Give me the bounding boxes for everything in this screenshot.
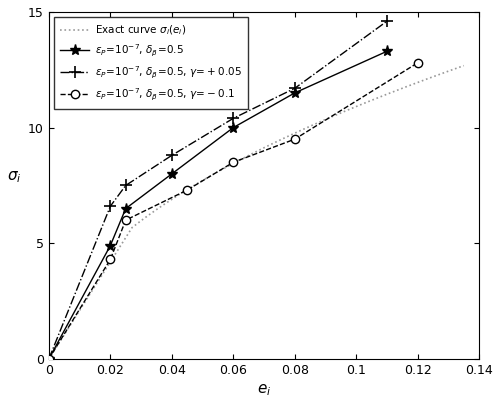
$\varepsilon_P\!=\!10^{-7}$, $\delta_\beta\!=\! 0.5$, $\gamma\!=\!-0.1$ — [122, 218, 128, 223]
$\varepsilon_P\!=\!10^{-7}$, $\delta_\beta\!=\! 0.5$, $\gamma\!=\!+0.05$ — [230, 116, 236, 121]
Legend: Exact curve $\sigma_i(e_i)$, $\varepsilon_P\!=\!10^{-7}$, $\delta_\beta\!=\! 0.5: Exact curve $\sigma_i(e_i)$, $\varepsilo… — [54, 17, 248, 109]
$\varepsilon_P\!=\!10^{-7}$, $\delta_\beta\!=\! 0.5$, $\gamma\!=\!-0.1$ — [184, 188, 190, 192]
$\varepsilon_P\!=\!10^{-7}$, $\delta_\beta\!=\! 0.5$, $\gamma\!=\!-0.1$ — [230, 160, 236, 165]
Exact curve $\sigma_i(e_i)$ — [346, 107, 352, 112]
Line: $\varepsilon_P\!=\!10^{-7}$, $\delta_\beta\!=\! 0.5$, $\gamma\!=\!-0.1$: $\varepsilon_P\!=\!10^{-7}$, $\delta_\be… — [44, 59, 422, 363]
$\varepsilon_P\!=\!10^{-7}$, $\delta_\beta\!=\! 0.5$, $\gamma\!=\!+0.05$ — [108, 204, 114, 209]
$\varepsilon_P\!=\!10^{-7}$, $\delta_\beta\!=\! 0.5$, $\gamma\!=\!+0.05$ — [384, 19, 390, 23]
$\varepsilon_P\!=\!10^{-7}$, $\delta_\beta\!=\! 0.5$ — [384, 49, 390, 54]
Exact curve $\sigma_i(e_i)$ — [96, 277, 102, 282]
$\varepsilon_P\!=\!10^{-7}$, $\delta_\beta\!=\! 0.5$ — [46, 356, 52, 361]
$\varepsilon_P\!=\!10^{-7}$, $\delta_\beta\!=\! 0.5$, $\gamma\!=\!+0.05$ — [292, 86, 298, 91]
X-axis label: $e_i$: $e_i$ — [257, 382, 271, 398]
$\varepsilon_P\!=\!10^{-7}$, $\delta_\beta\!=\! 0.5$, $\gamma\!=\!+0.05$ — [46, 356, 52, 361]
Exact curve $\sigma_i(e_i)$ — [46, 356, 52, 361]
$\varepsilon_P\!=\!10^{-7}$, $\delta_\beta\!=\! 0.5$, $\gamma\!=\!-0.1$ — [414, 60, 420, 65]
$\varepsilon_P\!=\!10^{-7}$, $\delta_\beta\!=\! 0.5$, $\gamma\!=\!-0.1$ — [292, 137, 298, 142]
Y-axis label: $\sigma_i$: $\sigma_i$ — [7, 170, 22, 185]
$\varepsilon_P\!=\!10^{-7}$, $\delta_\beta\!=\! 0.5$ — [108, 243, 114, 248]
$\varepsilon_P\!=\!10^{-7}$, $\delta_\beta\!=\! 0.5$ — [169, 171, 175, 176]
Exact curve $\sigma_i(e_i)$ — [348, 107, 354, 111]
Exact curve $\sigma_i(e_i)$ — [307, 124, 313, 129]
$\varepsilon_P\!=\!10^{-7}$, $\delta_\beta\!=\! 0.5$, $\gamma\!=\!+0.05$ — [169, 153, 175, 158]
Line: $\varepsilon_P\!=\!10^{-7}$, $\delta_\beta\!=\! 0.5$: $\varepsilon_P\!=\!10^{-7}$, $\delta_\be… — [44, 46, 393, 364]
$\varepsilon_P\!=\!10^{-7}$, $\delta_\beta\!=\! 0.5$ — [292, 90, 298, 95]
$\varepsilon_P\!=\!10^{-7}$, $\delta_\beta\!=\! 0.5$, $\gamma\!=\!-0.1$ — [108, 257, 114, 262]
$\varepsilon_P\!=\!10^{-7}$, $\delta_\beta\!=\! 0.5$, $\gamma\!=\!-0.1$ — [46, 356, 52, 361]
Exact curve $\sigma_i(e_i)$ — [181, 189, 187, 194]
$\varepsilon_P\!=\!10^{-7}$, $\delta_\beta\!=\! 0.5$, $\gamma\!=\!+0.05$ — [122, 183, 128, 188]
Exact curve $\sigma_i(e_i)$ — [461, 63, 467, 68]
$\varepsilon_P\!=\!10^{-7}$, $\delta_\beta\!=\! 0.5$ — [122, 206, 128, 211]
Line: $\varepsilon_P\!=\!10^{-7}$, $\delta_\beta\!=\! 0.5$, $\gamma\!=\!+0.05$: $\varepsilon_P\!=\!10^{-7}$, $\delta_\be… — [44, 16, 393, 364]
$\varepsilon_P\!=\!10^{-7}$, $\delta_\beta\!=\! 0.5$ — [230, 125, 236, 130]
Exact curve $\sigma_i(e_i)$ — [210, 172, 216, 177]
Line: Exact curve $\sigma_i(e_i)$: Exact curve $\sigma_i(e_i)$ — [49, 66, 464, 359]
